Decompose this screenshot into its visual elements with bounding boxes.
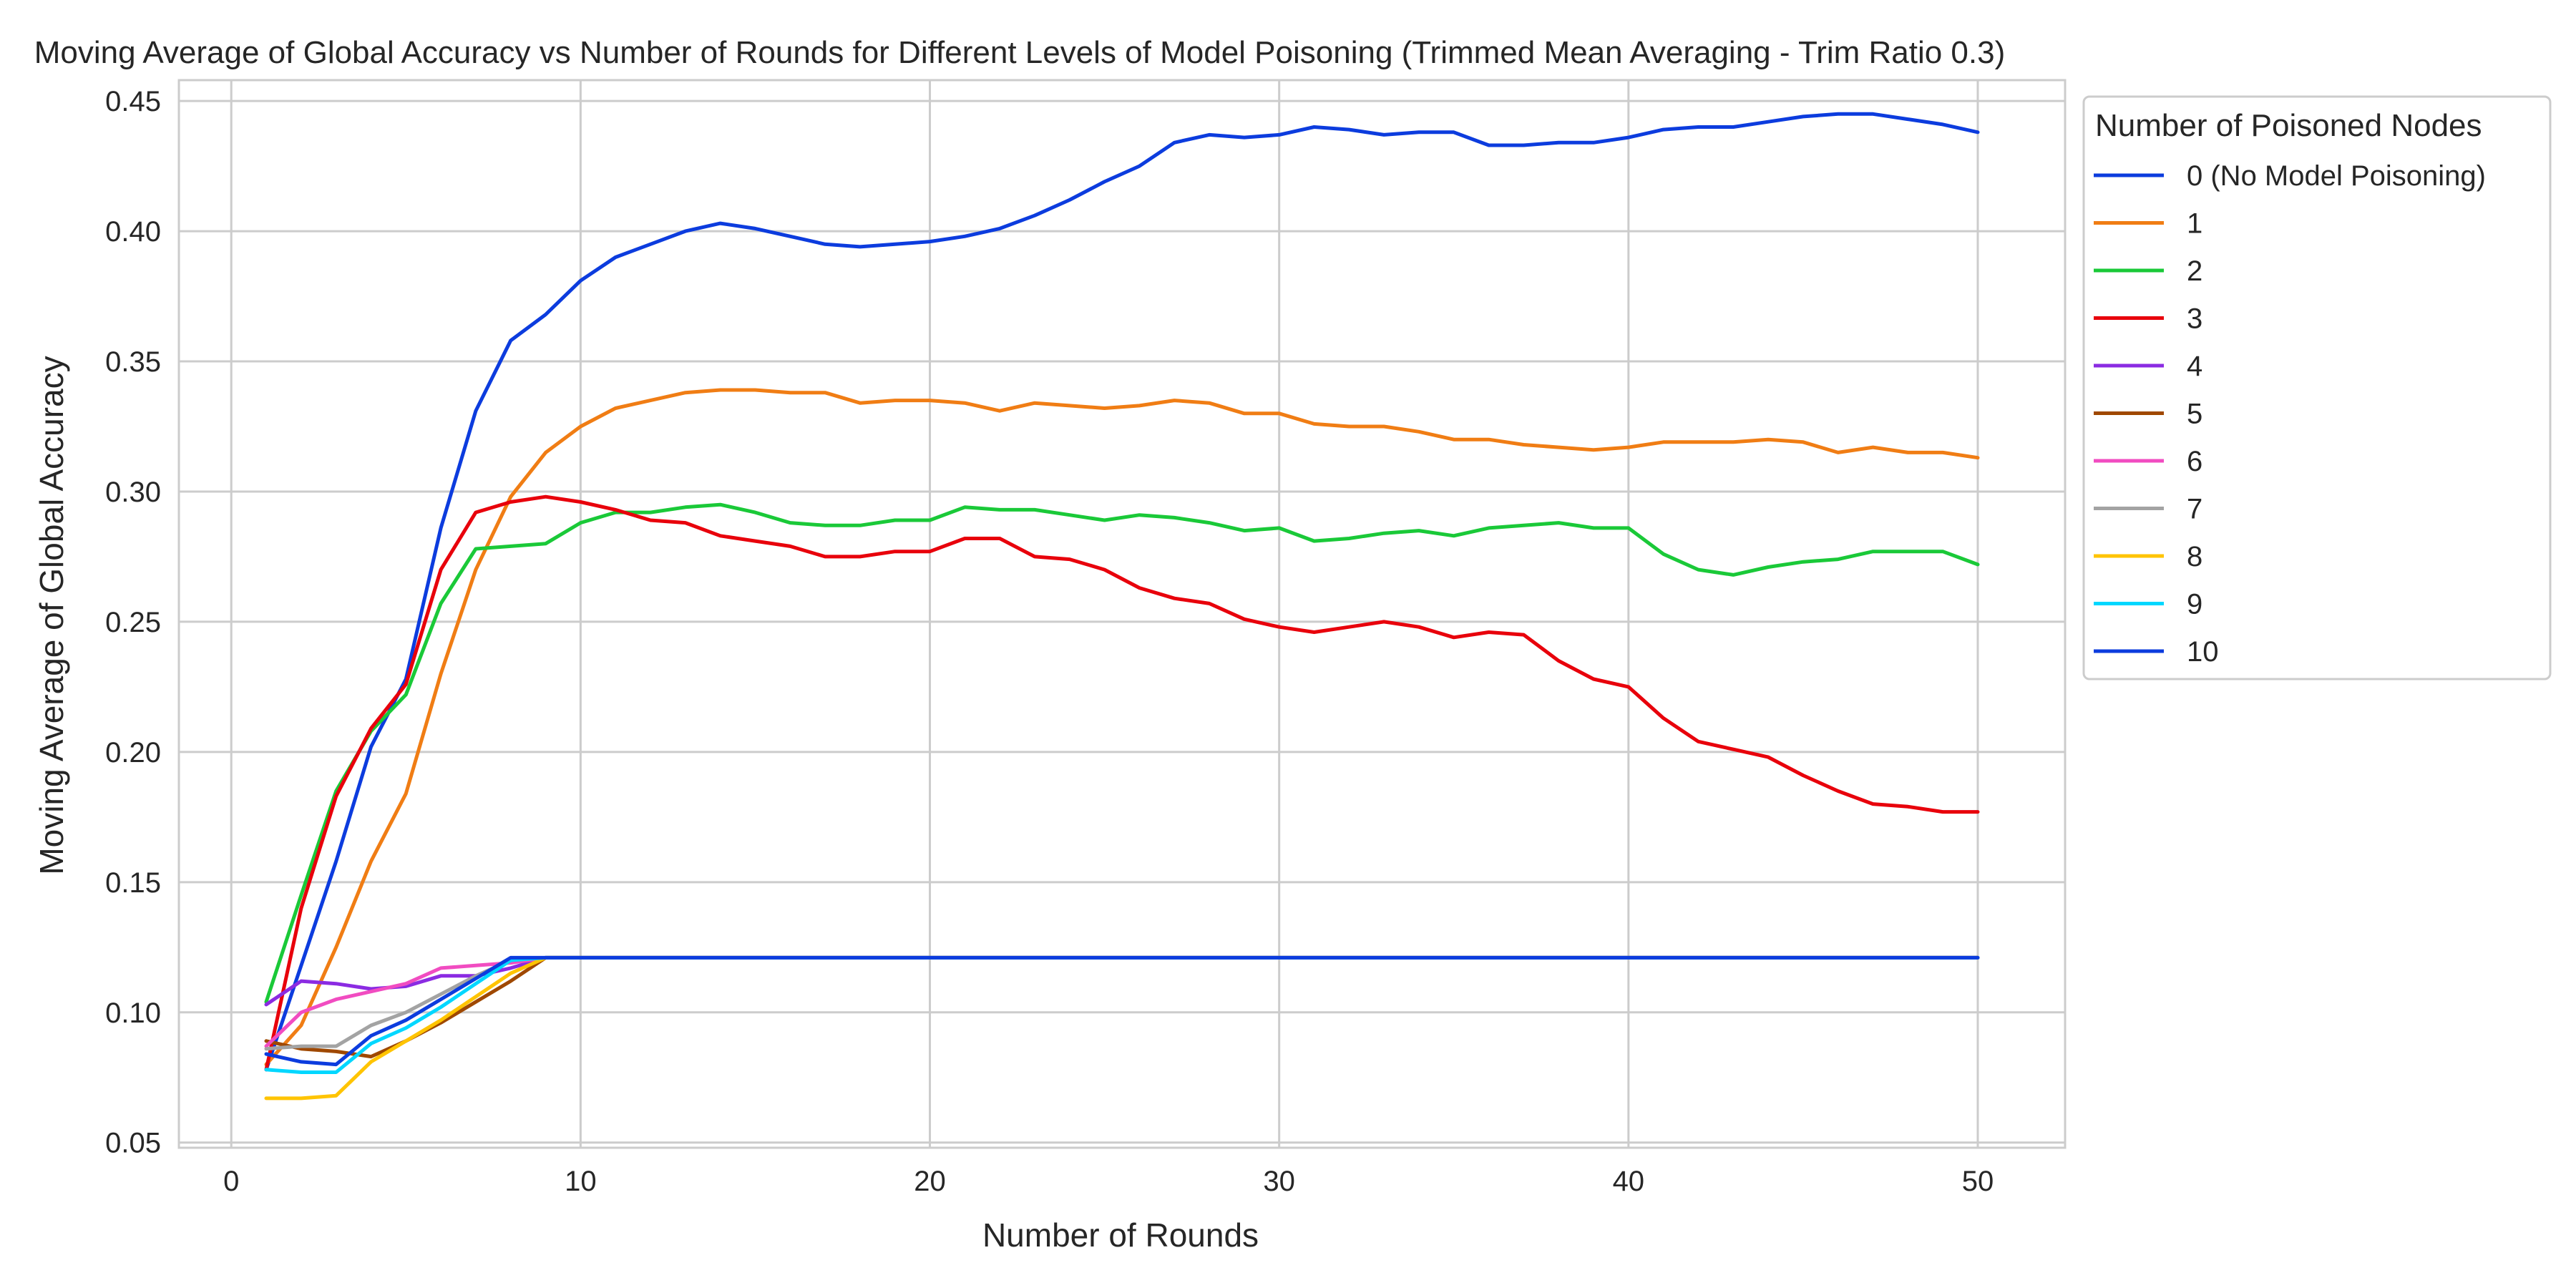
plot-frame <box>177 79 2067 1149</box>
legend-label-4: 4 <box>2187 351 2202 382</box>
y-tick-label: 0.10 <box>105 997 161 1029</box>
series-line-1 <box>264 388 1980 1067</box>
x-tick-label: 40 <box>1613 1166 1645 1197</box>
y-tick-label: 0.45 <box>105 86 161 117</box>
legend-label-5: 5 <box>2187 399 2202 430</box>
x-tick-label: 10 <box>565 1166 597 1197</box>
legend-label-0: 0 (No Model Poisoning) <box>2187 160 2486 192</box>
y-tick-label: 0.30 <box>105 477 161 508</box>
x-tick-label: 0 <box>223 1166 239 1197</box>
x-axis-label: Number of Rounds <box>982 1216 1259 1254</box>
legend-label-7: 7 <box>2187 494 2202 525</box>
legend-items: 0 (No Model Poisoning) 1 2 3 4 5 6 7 8 9 10 <box>2094 160 2486 668</box>
series-line-10 <box>264 955 1980 1067</box>
y-tick-label: 0.35 <box>105 346 161 378</box>
y-tick-label: 0.15 <box>105 867 161 899</box>
y-tick-label: 0.20 <box>105 737 161 769</box>
x-tick-label: 30 <box>1263 1166 1295 1197</box>
x-tick-label: 50 <box>1962 1166 1994 1197</box>
legend-label-1: 1 <box>2187 208 2202 240</box>
y-tick-label: 0.05 <box>105 1128 161 1159</box>
plot-area <box>177 79 2067 1149</box>
series-line-3 <box>264 494 1980 1072</box>
legend-title: Number of Poisoned Nodes <box>2095 108 2482 143</box>
x-axis-ticks: 0 10 20 30 40 50 <box>223 1166 1994 1197</box>
legend: Number of Poisoned Nodes 0 (No Model Poi… <box>2082 95 2552 680</box>
chart-title: Moving Average of Global Accuracy vs Num… <box>34 35 2006 70</box>
legend-label-6: 6 <box>2187 446 2202 477</box>
series-line-2 <box>264 502 1980 1004</box>
y-tick-label: 0.40 <box>105 216 161 248</box>
y-axis-ticks: 0.05 0.10 0.15 0.20 0.25 0.30 0.35 0.40 0.45 <box>105 86 161 1159</box>
y-tick-label: 0.25 <box>105 607 161 638</box>
legend-label-3: 3 <box>2187 303 2202 335</box>
x-tick-label: 20 <box>914 1166 946 1197</box>
series-lines <box>264 112 1980 1101</box>
legend-label-9: 9 <box>2187 589 2202 620</box>
legend-label-10: 10 <box>2187 636 2219 668</box>
legend-label-2: 2 <box>2187 255 2202 287</box>
legend-frame <box>2082 95 2552 680</box>
series-line-0 <box>264 112 1980 1072</box>
y-axis-label: Moving Average of Global Accuracy <box>33 356 70 874</box>
grid <box>179 80 2065 1148</box>
legend-label-8: 8 <box>2187 541 2202 572</box>
